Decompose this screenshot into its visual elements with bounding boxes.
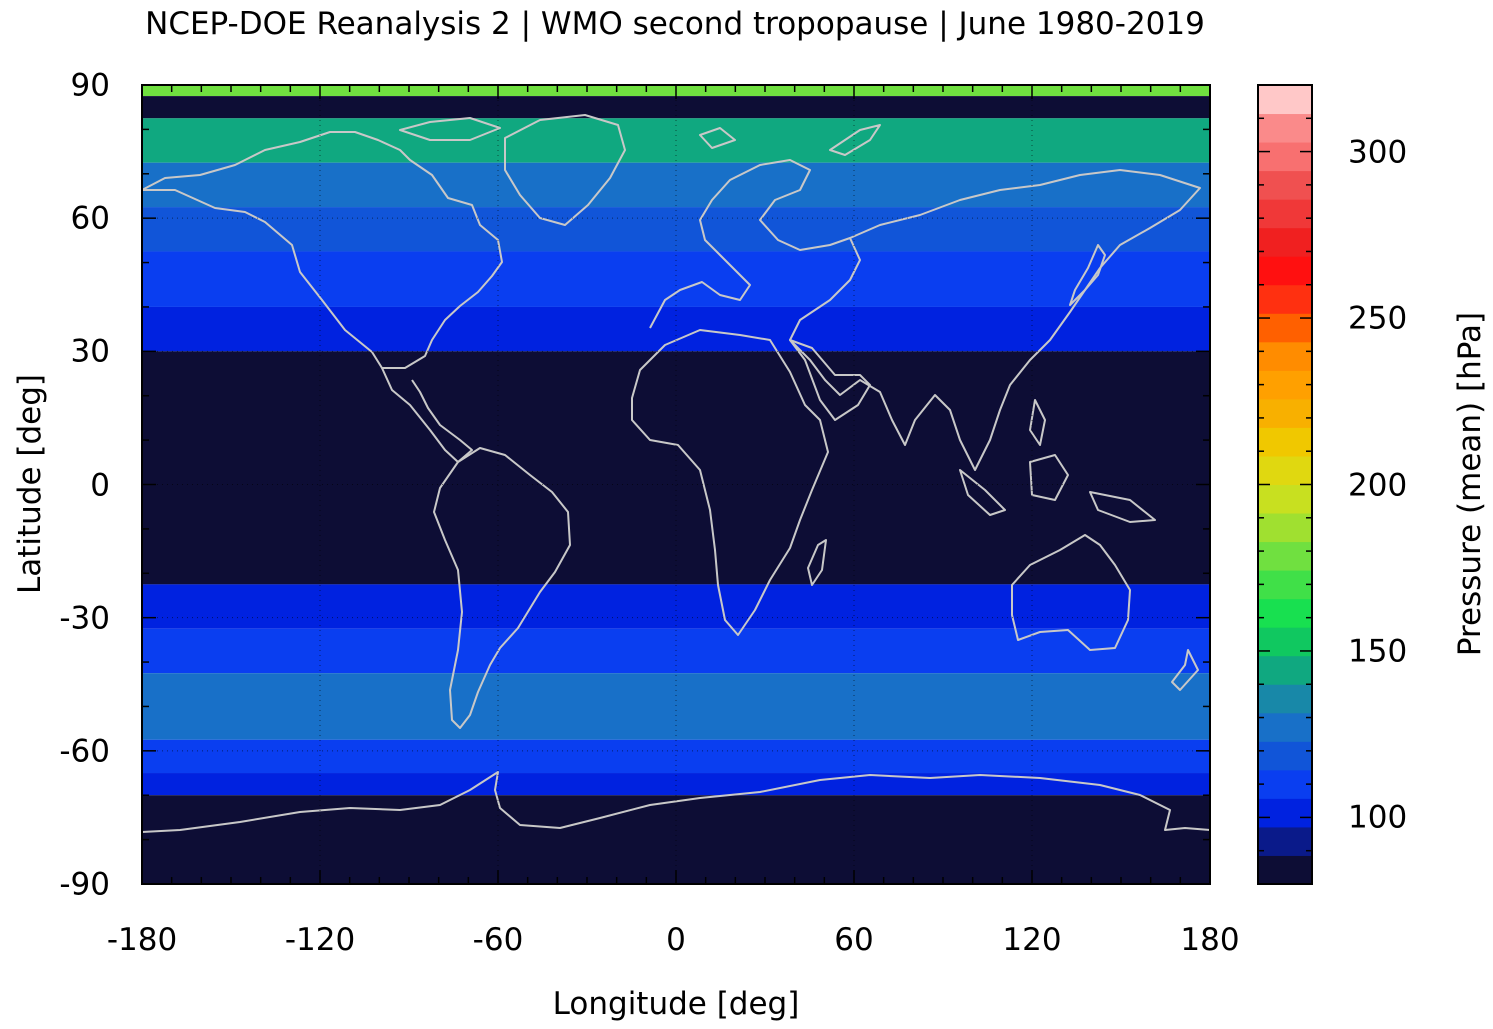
coastline-novaya-zemlya [829, 124, 881, 156]
x-tick-label: 180 [1180, 922, 1240, 958]
colorbar-band-21 [1258, 256, 1312, 286]
grid [142, 85, 1210, 884]
heatmap-band-1 [142, 96, 1210, 119]
colorbar-band-24 [1258, 170, 1312, 200]
colorbar-band-8 [1258, 627, 1312, 657]
coastline-greenland [504, 114, 626, 226]
colorbar-band-3 [1258, 769, 1312, 799]
colorbar-tick-label: 200 [1348, 467, 1408, 503]
heatmap-band-8 [142, 584, 1210, 629]
colorbar-band-26 [1258, 113, 1312, 143]
y-tick-label: -90 [59, 866, 110, 903]
plot-frame [141, 84, 1211, 885]
colorbar-band-13 [1258, 484, 1312, 514]
coastline-south-america [433, 447, 571, 729]
colorbar-band-6 [1258, 684, 1312, 714]
coastline-asia [789, 169, 1201, 471]
colorbar-band-12 [1258, 513, 1312, 543]
coastlines [141, 114, 1211, 833]
colorbar-tick-label: 150 [1348, 633, 1408, 670]
heatmap-band-10 [142, 673, 1210, 740]
colorbar-band-4 [1258, 741, 1312, 771]
coastline-new-zealand [1171, 649, 1199, 691]
colorbar-band-0 [1258, 855, 1312, 885]
y-axis-label: Latitude [deg] [12, 373, 48, 595]
colorbar-band-25 [1258, 142, 1312, 172]
colorbar-band-11 [1258, 541, 1312, 571]
x-tick-label: -180 [106, 922, 178, 958]
colorbar-tick-label: 250 [1348, 300, 1408, 337]
coastline-arabia [789, 339, 871, 421]
colorbar-label: Pressure (mean) [hPa] [1452, 311, 1488, 657]
y-tick-label: -30 [59, 600, 110, 637]
coastline-borneo [1029, 454, 1069, 501]
coastline-sumatra [959, 469, 1006, 516]
coastline-svalbard [699, 127, 736, 149]
colorbar-band-1 [1258, 826, 1312, 856]
y-tick-label: 90 [70, 67, 110, 104]
heatmap-band-4 [142, 207, 1210, 252]
colorbar-band-22 [1258, 227, 1312, 257]
coastline-japan [1069, 244, 1106, 306]
heatmap-band-12 [142, 773, 1210, 796]
colorbar-band-14 [1258, 455, 1312, 485]
coastline-africa [631, 329, 829, 636]
colorbar-band-7 [1258, 655, 1312, 685]
chart-title: NCEP-DOE Reanalysis 2 | WMO second tropo… [145, 6, 1205, 42]
coastline-madagascar [807, 539, 827, 586]
colorbar-band-20 [1258, 284, 1312, 314]
y-tick-label: 30 [70, 333, 110, 370]
coastline-europe [649, 159, 851, 329]
colorbar-band-23 [1258, 199, 1312, 229]
coastline-central-america [381, 367, 473, 463]
colorbar-tick-label: 100 [1348, 799, 1408, 836]
colorbar-band-17 [1258, 370, 1312, 400]
x-tick-label: -60 [472, 922, 524, 958]
coastline-arctic-islands [399, 117, 501, 141]
coastline-new-guinea [1089, 491, 1156, 523]
y-tick-label: 60 [70, 200, 110, 237]
coastline-antarctica [141, 771, 1211, 833]
y-tick-label: -60 [59, 733, 110, 770]
colorbar-tick-label: 300 [1348, 134, 1408, 171]
coastline-australia [1011, 534, 1131, 651]
x-tick-label: 0 [666, 922, 686, 958]
colorbar-bands [1258, 85, 1312, 885]
heatmap-band-6 [142, 306, 1210, 352]
x-tick-label: 120 [1002, 922, 1062, 958]
colorbar-band-9 [1258, 598, 1312, 628]
colorbar-band-5 [1258, 712, 1312, 742]
colorbar-band-16 [1258, 398, 1312, 428]
x-tick-label: -120 [284, 922, 356, 958]
colorbar-band-18 [1258, 341, 1312, 371]
colorbar-band-15 [1258, 427, 1312, 457]
colorbar-band-2 [1258, 798, 1312, 828]
x-axis-label: Longitude [deg] [552, 986, 800, 1022]
colorbar-frame [1257, 84, 1313, 885]
colorbar-band-10 [1258, 570, 1312, 600]
colorbar-band-27 [1258, 85, 1312, 115]
y-tick-label: 0 [90, 467, 110, 503]
x-tick-label: 60 [834, 922, 874, 958]
